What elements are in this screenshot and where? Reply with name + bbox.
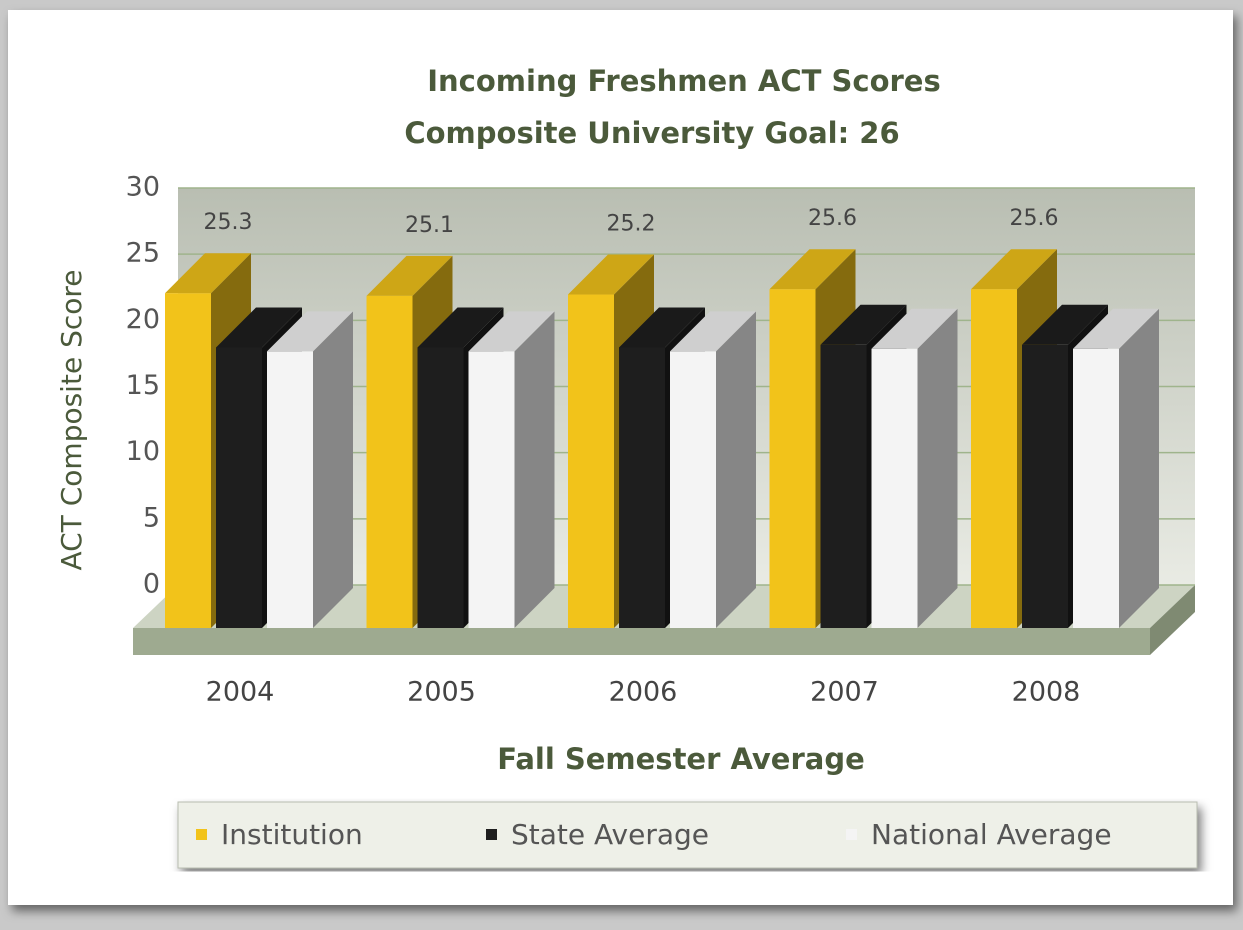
- y-tick-label: 20: [126, 304, 160, 335]
- y-axis-label: ACT Composite Score: [55, 270, 88, 571]
- chart-subtitle: Composite University Goal: 26: [404, 116, 899, 150]
- bar-top: [871, 308, 958, 349]
- bar: [468, 351, 515, 628]
- bar-side: [917, 308, 958, 628]
- bar-top: [267, 311, 353, 352]
- x-tick-label: 2008: [1012, 677, 1081, 708]
- x-tick-label: 2007: [810, 677, 879, 708]
- value-label: 25.6: [808, 206, 857, 231]
- x-axis-label: Fall Semester Average: [497, 742, 865, 776]
- y-tick-label: 15: [126, 370, 160, 401]
- y-tick-label: 25: [126, 238, 160, 269]
- x-tick-label: 2006: [609, 677, 678, 708]
- legend-label: State Average: [511, 818, 709, 851]
- y-tick-label: 5: [143, 502, 160, 533]
- bar-top: [1073, 308, 1159, 349]
- bar-top: [165, 253, 251, 294]
- bar-side: [1119, 308, 1159, 628]
- bar-top: [971, 249, 1057, 290]
- bar: [1073, 348, 1119, 628]
- bar-top: [1022, 304, 1108, 345]
- bar: [670, 351, 716, 628]
- bar: [165, 293, 211, 628]
- legend-swatch: [486, 829, 497, 840]
- legend-label: Institution: [221, 818, 363, 851]
- legend-swatch: [196, 829, 207, 840]
- y-tick-label: 0: [143, 569, 160, 600]
- value-label: 25.1: [405, 213, 454, 238]
- bar-top: [619, 307, 705, 348]
- bar: [769, 289, 816, 628]
- bar: [1022, 344, 1068, 628]
- bar: [820, 344, 867, 628]
- bar: [971, 289, 1017, 628]
- bar: [417, 347, 464, 628]
- bar-top: [769, 249, 856, 290]
- bar-top: [670, 311, 756, 352]
- legend-swatch: [846, 829, 857, 840]
- bar-top: [820, 304, 907, 345]
- bar: [267, 351, 313, 628]
- bar-top: [568, 254, 654, 295]
- legend-label: National Average: [871, 818, 1112, 851]
- bar: [366, 295, 413, 628]
- x-tick-label: 2004: [206, 677, 275, 708]
- chart-title: Incoming Freshmen ACT Scores: [427, 64, 941, 98]
- bar-side: [514, 311, 555, 628]
- value-label: 25.3: [204, 210, 253, 235]
- floor-front: [133, 628, 1150, 655]
- floor-side: [1150, 585, 1195, 655]
- bar-top: [468, 311, 555, 352]
- bar: [568, 294, 614, 628]
- bar: [619, 347, 665, 628]
- bar-side: [716, 311, 756, 628]
- legend-box: [177, 801, 1198, 869]
- bar-top: [216, 307, 302, 348]
- y-tick-label: 30: [126, 172, 160, 203]
- bar: [871, 348, 918, 628]
- x-tick-label: 2005: [407, 677, 476, 708]
- y-tick-label: 10: [126, 436, 160, 467]
- bar-side: [313, 311, 353, 628]
- bar: [216, 347, 262, 628]
- value-label: 25.2: [607, 212, 656, 237]
- bar-top: [366, 255, 453, 296]
- value-label: 25.6: [1010, 206, 1059, 231]
- bar-top: [417, 307, 504, 348]
